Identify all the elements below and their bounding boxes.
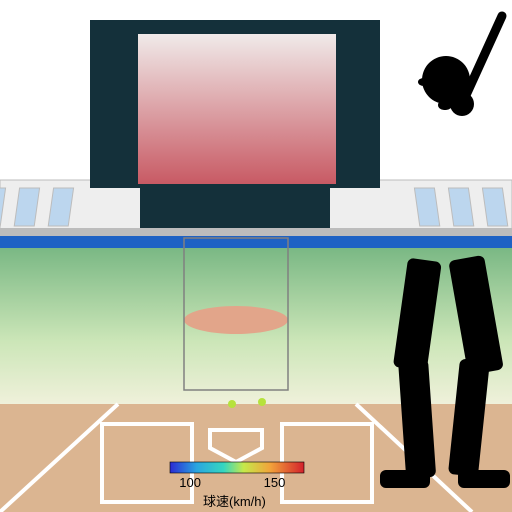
colorbar-ticks: 100 150 bbox=[0, 0, 512, 512]
colorbar-tick: 100 bbox=[179, 475, 201, 490]
colorbar-label: 球速(km/h) bbox=[203, 491, 266, 510]
colorbar-tick: 150 bbox=[264, 475, 286, 490]
